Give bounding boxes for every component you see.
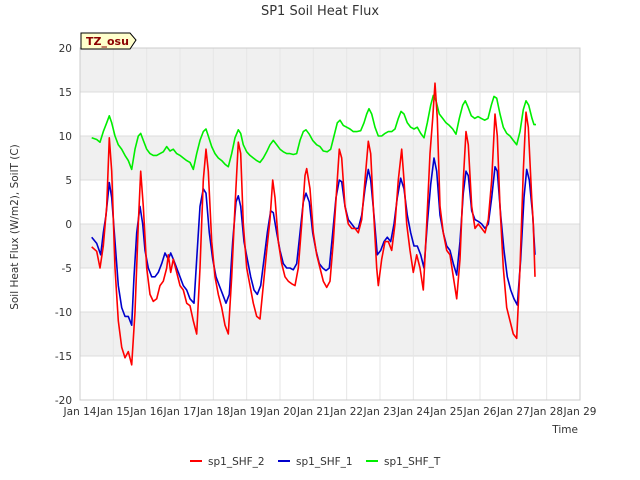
y-tick-label: 15: [59, 87, 72, 99]
x-tick-label: Jan 20: [263, 406, 297, 418]
series-lines: [91, 82, 536, 366]
legend-label: sp1_SHF_T: [384, 456, 441, 468]
x-tick-label: Jan 29: [563, 406, 597, 418]
legend-label: sp1_SHF_2: [208, 456, 265, 468]
x-tick-label: Jan 15: [96, 406, 130, 418]
timezone-badge: TZ_osu: [80, 32, 137, 50]
plot-frame: [79, 47, 581, 401]
y-tick-label: -20: [55, 395, 72, 407]
chart-title: SP1 Soil Heat Flux: [261, 4, 379, 19]
x-tick-label: Jan 24: [396, 406, 430, 418]
x-tick-label: Jan 17: [163, 406, 197, 418]
plot-band: [80, 136, 580, 180]
y-axis-label: Soil Heat Flux (W/m2), SoilT (C): [9, 144, 21, 310]
y-tick-label: -10: [55, 307, 72, 319]
legend-label: sp1_SHF_1: [296, 456, 353, 468]
x-tick-labels: Jan 14 Jan 15 Jan 16 Jan 17 Jan 18 Jan 19 Jan …: [63, 406, 597, 418]
y-tick-label: -15: [55, 351, 72, 363]
timezone-badge-label: TZ_osu: [86, 35, 129, 48]
plot-band: [80, 48, 580, 92]
y-tick-labels: -20 -15 -10 -5 0 5 10 15 20: [55, 43, 72, 407]
x-tick-label: Jan 18: [196, 406, 230, 418]
x-tick-label: Jan 16: [129, 406, 163, 418]
y-tick-label: -5: [62, 263, 72, 275]
y-tick-label: 10: [59, 131, 72, 143]
y-tick-label: 5: [65, 175, 72, 187]
legend: sp1_SHF_2 sp1_SHF_1 sp1_SHF_T: [190, 456, 441, 468]
y-tick-label: 20: [59, 43, 72, 55]
series-line-sp1_SHF_T: [91, 94, 536, 171]
x-tick-label: Jan 23: [363, 406, 397, 418]
x-tick-label: Jan 21: [296, 406, 330, 418]
x-tick-label: Jan 26: [463, 406, 497, 418]
x-axis-label: Time: [551, 424, 578, 436]
x-tick-label: Jan 22: [329, 406, 363, 418]
x-tick-label: Jan 27: [496, 406, 530, 418]
plot-bands: [80, 48, 580, 356]
x-tick-label: Jan 19: [229, 406, 263, 418]
x-tick-label: Jan 28: [529, 406, 563, 418]
x-tick-label: Jan 25: [429, 406, 463, 418]
x-tick-label: Jan 14: [63, 406, 97, 418]
timezone-badge-shape: [80, 32, 137, 50]
plot-band: [80, 312, 580, 356]
y-tick-label: 0: [65, 219, 72, 231]
series-line-sp1_SHF_2: [91, 82, 536, 366]
